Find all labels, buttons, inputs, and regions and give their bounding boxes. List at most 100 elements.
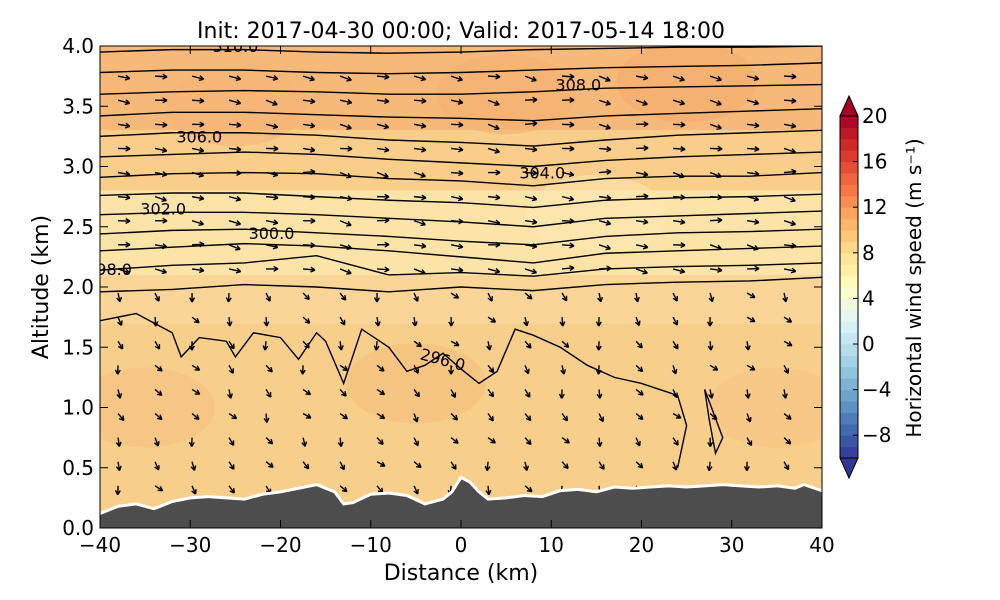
- wind-vector: [635, 99, 648, 106]
- wind-vector: [783, 220, 797, 227]
- wind-vector: [191, 388, 201, 395]
- wind-vector: [228, 220, 242, 226]
- wind-vector: [635, 340, 643, 349]
- wind-vector: [337, 341, 344, 351]
- wind-vector: [746, 99, 760, 106]
- wind-vector: [707, 437, 714, 447]
- wind-vector: [376, 412, 386, 420]
- colorbar-tick-label: 12: [862, 195, 887, 219]
- wind-speed-band: [100, 274, 822, 324]
- wind-vector: [228, 340, 235, 350]
- wind-vector: [783, 267, 797, 274]
- wind-vector: [377, 241, 390, 248]
- wind-vector: [672, 292, 679, 302]
- y-tick-label: 1.0: [62, 396, 94, 420]
- y-axis-label: Altitude (km): [29, 215, 54, 359]
- wind-vector: [374, 317, 381, 327]
- wind-vector: [634, 316, 641, 327]
- x-tick-label: 30: [719, 533, 744, 557]
- wind-vector: [228, 485, 235, 494]
- wind-vector: [154, 388, 163, 397]
- wind-vectors: [114, 73, 797, 496]
- wind-vector: [412, 413, 419, 423]
- wind-vector: [525, 96, 538, 103]
- wind-vector: [191, 75, 205, 82]
- colorbar-bin: [840, 275, 858, 288]
- wind-vector: [339, 268, 352, 275]
- wind-vector: [302, 292, 310, 301]
- wind-vector: [339, 98, 353, 105]
- wind-vector: [596, 437, 603, 447]
- wind-vector: [783, 340, 793, 347]
- wind-vector: [595, 341, 602, 351]
- wind-vector: [561, 195, 575, 202]
- wind-vector: [299, 365, 306, 375]
- wind-vector: [191, 316, 200, 324]
- wind-vector: [488, 194, 501, 201]
- wind-vector: [635, 74, 649, 81]
- wind-vector: [487, 316, 497, 323]
- wind-vector: [708, 292, 715, 303]
- wind-vector: [781, 389, 788, 399]
- terrain-outline: [100, 475, 822, 515]
- colorbar-extend-max: [839, 94, 859, 117]
- wind-vector: [488, 73, 501, 80]
- wind-vector: [487, 99, 500, 106]
- wind-vector: [635, 412, 644, 421]
- wind-vector: [377, 73, 390, 80]
- plot-area: [100, 46, 822, 528]
- x-tick-label: −20: [259, 533, 301, 557]
- colorbar-bin: [840, 344, 858, 356]
- colorbar-bin: [840, 116, 858, 128]
- wind-vector: [524, 389, 531, 398]
- wind-vector: [524, 365, 530, 375]
- colorbar-bin: [840, 355, 858, 368]
- wind-vector: [228, 121, 242, 128]
- wind-vector: [523, 316, 530, 327]
- wind-vector: [745, 413, 752, 423]
- contour-label: 300.0: [249, 224, 295, 243]
- wind-vector: [413, 171, 426, 178]
- wind-speed-patch: [706, 367, 822, 448]
- wind-vector: [450, 389, 457, 398]
- wind-vector: [302, 146, 316, 153]
- wind-vector: [228, 412, 238, 420]
- wind-vector: [709, 364, 719, 371]
- contour-line: [100, 83, 822, 95]
- colorbar-bin: [840, 264, 858, 277]
- wind-vector: [228, 267, 242, 274]
- wind-vector: [117, 268, 130, 275]
- wind-speed-patch: [616, 46, 757, 123]
- wind-vector: [190, 461, 197, 471]
- colorbar-bin: [840, 195, 858, 208]
- wind-vector: [562, 96, 575, 103]
- wind-vector: [117, 99, 131, 106]
- contour-line: [100, 129, 822, 147]
- wind-vector: [487, 147, 501, 154]
- y-tick-label: 0.0: [62, 516, 94, 540]
- wind-vector: [302, 461, 310, 470]
- wind-vector: [376, 364, 385, 372]
- wind-vector: [561, 171, 575, 178]
- wind-vector: [487, 123, 500, 131]
- wind-vector: [265, 461, 274, 468]
- colorbar-bin: [840, 423, 858, 436]
- wind-vector: [524, 340, 532, 349]
- wind-vector: [413, 365, 420, 374]
- x-axis-label: Distance (km): [384, 561, 539, 586]
- wind-vector: [635, 171, 649, 178]
- wind-vector: [484, 461, 491, 472]
- wind-vector: [339, 123, 352, 130]
- y-tick-label: 3.5: [62, 94, 94, 118]
- colorbar-label: Horizontal wind speed (m s⁻¹): [902, 138, 926, 437]
- wind-vector: [189, 293, 196, 303]
- wind-vector: [118, 218, 131, 225]
- wind-speed-patch: [345, 343, 486, 424]
- wind-vector: [266, 265, 279, 272]
- wind-vector: [747, 265, 760, 272]
- wind-vector: [302, 75, 315, 82]
- colorbar-bin: [840, 230, 858, 242]
- colorbar-bin: [840, 127, 858, 140]
- wind-vector: [117, 194, 131, 201]
- wind-vector: [562, 242, 575, 249]
